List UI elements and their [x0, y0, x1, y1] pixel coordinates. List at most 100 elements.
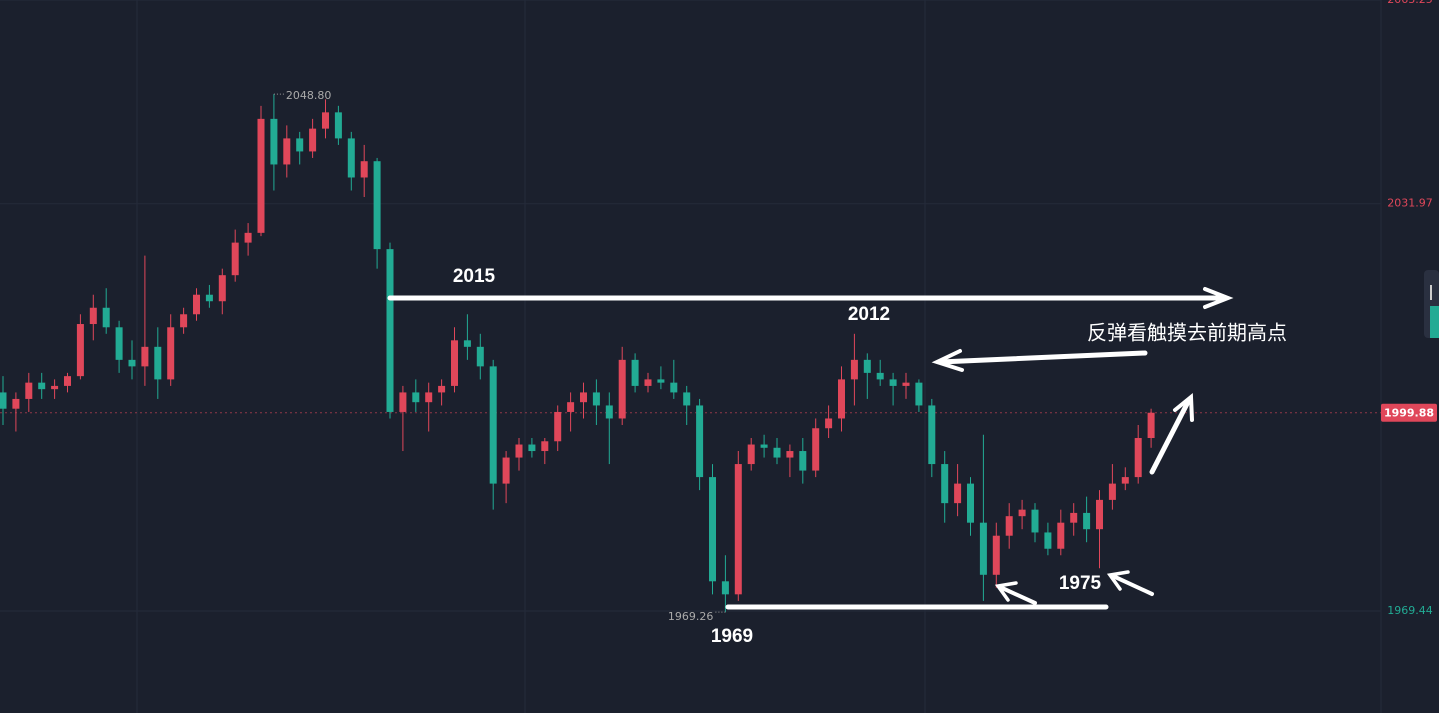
body — [270, 118, 278, 165]
body — [760, 444, 768, 448]
body — [709, 477, 716, 582]
low-label: 1969.26 — [668, 610, 714, 623]
body — [605, 405, 613, 419]
body — [954, 483, 962, 504]
level-label: 1969 — [711, 626, 753, 647]
level-label: 2012 — [848, 304, 890, 325]
body — [128, 359, 136, 367]
note: 反弹看触摸去前期高点 — [1087, 321, 1287, 345]
body — [322, 112, 329, 129]
body — [580, 392, 587, 403]
body — [554, 411, 562, 442]
body — [1134, 438, 1142, 478]
body — [670, 382, 678, 393]
body — [231, 242, 239, 276]
body — [89, 307, 97, 325]
body — [1031, 509, 1039, 533]
body — [618, 359, 626, 419]
body — [657, 379, 665, 383]
body — [438, 385, 446, 393]
body — [1108, 483, 1116, 500]
body — [347, 138, 355, 178]
body — [1147, 412, 1155, 439]
body — [1070, 512, 1078, 523]
arrow — [1111, 574, 1154, 596]
arrow — [1149, 399, 1191, 475]
body — [1044, 532, 1052, 549]
body — [193, 294, 200, 315]
vertical-grid — [136, 0, 1382, 713]
body — [889, 379, 897, 386]
body — [218, 275, 226, 302]
body — [799, 451, 807, 471]
body — [992, 535, 1000, 575]
body — [463, 340, 471, 347]
body — [734, 464, 742, 595]
body — [863, 359, 871, 373]
body — [721, 581, 729, 595]
body — [1005, 516, 1013, 536]
body — [567, 402, 575, 412]
body — [102, 307, 110, 328]
body — [825, 418, 833, 429]
body — [257, 118, 265, 233]
body — [812, 428, 820, 471]
arrow-head — [931, 349, 964, 372]
body — [773, 447, 781, 458]
body — [38, 382, 46, 390]
body — [244, 232, 252, 243]
body — [644, 379, 652, 386]
candles: 2048.80 1969.26 — [0, 89, 1155, 623]
y-tick-label: 2031.97 — [1387, 197, 1433, 210]
body — [683, 392, 691, 406]
body — [167, 327, 175, 380]
body — [425, 392, 433, 403]
arrow-head — [1173, 392, 1194, 422]
level-label: 2015 — [453, 266, 496, 287]
annotations: 2015 2012 1969 1975 反弹看触摸去前期高点 — [387, 266, 1287, 647]
body — [592, 392, 600, 406]
body — [515, 444, 523, 458]
body — [502, 457, 510, 484]
body — [786, 451, 794, 458]
body — [451, 340, 458, 386]
level-label: 1975 — [1059, 573, 1102, 594]
body — [115, 327, 123, 360]
body — [747, 444, 755, 465]
body — [64, 376, 71, 386]
body — [141, 346, 149, 367]
body — [696, 405, 704, 478]
body — [360, 161, 368, 178]
body — [373, 161, 381, 250]
arrow — [937, 350, 1148, 365]
body — [941, 464, 949, 504]
body — [967, 483, 974, 523]
widget-bar — [1430, 306, 1439, 338]
body — [296, 138, 304, 152]
body — [528, 444, 536, 452]
body — [334, 112, 342, 139]
body — [180, 314, 188, 328]
body — [1018, 509, 1026, 517]
arrow-head — [994, 581, 1018, 602]
last-price-label: 1999.88 — [1384, 407, 1434, 420]
body — [154, 346, 162, 380]
body — [541, 441, 549, 452]
arrow-head — [1106, 570, 1130, 591]
body — [876, 372, 884, 380]
body — [0, 392, 7, 409]
body — [386, 249, 394, 412]
body — [850, 359, 858, 380]
high-label: 2048.80 — [286, 89, 332, 102]
grid: 2063.25 2031.97 1969.44 1999.88 — [0, 0, 1437, 617]
y-tick-label: 2063.25 — [1387, 0, 1433, 6]
body — [309, 128, 317, 152]
side-widget — [1424, 270, 1439, 338]
body — [76, 324, 84, 377]
y-tick-label: 1969.44 — [1387, 604, 1433, 617]
body — [476, 346, 484, 367]
body — [902, 382, 910, 386]
